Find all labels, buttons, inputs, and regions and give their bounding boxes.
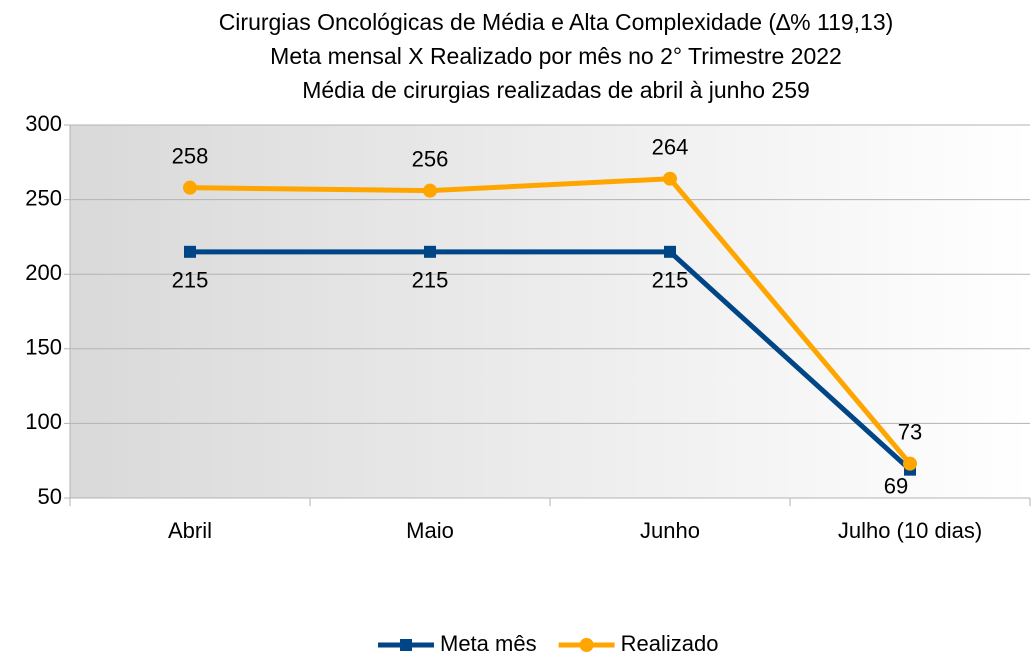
y-tick-label: 100 <box>25 409 62 434</box>
y-tick-label: 50 <box>38 484 62 509</box>
x-tick-label: Abril <box>168 518 212 543</box>
data-label: 256 <box>412 146 449 171</box>
marker <box>903 456 917 471</box>
x-tick-label: Junho <box>640 518 700 543</box>
data-label: 215 <box>412 268 449 293</box>
data-label: 215 <box>172 268 209 293</box>
plot-area <box>70 125 1030 498</box>
legend-label: Realizado <box>621 631 719 656</box>
series-line <box>190 249 912 472</box>
data-label: 69 <box>884 473 908 498</box>
data-label: 258 <box>172 143 209 168</box>
data-label: 215 <box>652 268 689 293</box>
marker <box>664 245 676 258</box>
marker <box>663 171 677 186</box>
x-tick-label: Julho (10 dias) <box>838 518 982 543</box>
marker <box>183 180 197 195</box>
y-tick-label: 150 <box>25 335 62 360</box>
chart-title: Cirurgias Oncológicas de Média e Alta Co… <box>219 9 894 35</box>
legend-label: Meta mês <box>440 631 537 656</box>
legend-marker <box>579 638 594 652</box>
data-label: 73 <box>898 419 922 444</box>
marker <box>184 245 196 258</box>
y-tick-label: 200 <box>25 260 62 285</box>
marker <box>424 245 436 258</box>
y-tick-label: 250 <box>25 185 62 210</box>
chart-subtitle: Média de cirurgias realizadas de abril à… <box>302 77 810 103</box>
y-tick-label: 300 <box>25 111 62 136</box>
marker <box>423 183 437 198</box>
chart-subtitle: Meta mensal X Realizado por mês no 2° Tr… <box>270 43 842 69</box>
data-label: 264 <box>652 135 689 160</box>
series-line <box>189 176 912 466</box>
x-tick-label: Maio <box>406 518 454 543</box>
legend-marker <box>400 639 412 651</box>
